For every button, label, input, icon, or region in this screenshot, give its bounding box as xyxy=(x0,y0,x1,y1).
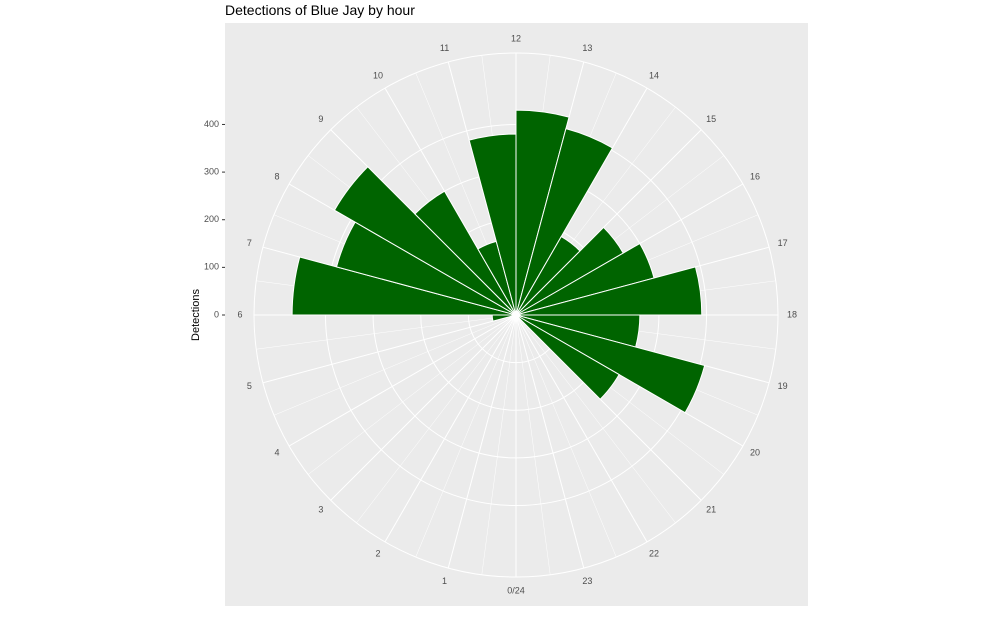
minor-spoke-4 xyxy=(273,314,517,416)
hour-label-21: 21 xyxy=(706,505,716,515)
minor-spoke-5 xyxy=(256,314,517,350)
chart-title: Detections of Blue Jay by hour xyxy=(225,2,415,18)
hour-label-4: 4 xyxy=(274,447,279,457)
hour-label-2: 2 xyxy=(375,548,380,558)
major-spoke-4 xyxy=(288,314,517,447)
major-spoke-23 xyxy=(515,314,585,569)
hour-label-20: 20 xyxy=(750,447,760,457)
minor-spoke-1 xyxy=(415,314,517,558)
hour-label-19: 19 xyxy=(778,381,788,391)
bar-hour-19 xyxy=(515,314,706,414)
hour-label-12: 12 xyxy=(511,33,521,43)
major-spoke-2 xyxy=(384,314,517,543)
hour-label-0: 0/24 xyxy=(507,585,525,595)
bar-hour-20 xyxy=(515,314,620,400)
hour-label-11: 11 xyxy=(440,43,449,53)
hour-label-1: 1 xyxy=(442,576,447,586)
radial-tick-label-2: 200 xyxy=(204,214,219,224)
minor-spoke-3 xyxy=(307,314,517,475)
major-spoke-5 xyxy=(262,314,517,384)
hour-label-5: 5 xyxy=(247,381,252,391)
hour-label-8: 8 xyxy=(274,171,279,181)
minor-spoke-2 xyxy=(356,314,517,524)
bars-layer xyxy=(291,109,706,414)
hour-label-17: 17 xyxy=(778,238,788,248)
bar-hour-8 xyxy=(333,166,517,316)
radial-axis: 0 100 200 300 400 xyxy=(204,119,225,319)
hour-label-22: 22 xyxy=(649,548,659,558)
hour-label-16: 16 xyxy=(750,171,760,181)
hour-label-10: 10 xyxy=(373,70,383,80)
minor-spoke-0 xyxy=(481,314,517,575)
radial-tick-label-4: 400 xyxy=(204,119,219,129)
bar-hour-9 xyxy=(414,190,517,316)
major-spoke-1 xyxy=(447,314,517,569)
radial-tick-label-0: 0 xyxy=(214,309,219,319)
minor-spoke-21 xyxy=(515,314,676,524)
minor-spoke-23 xyxy=(515,314,551,575)
radial-tick-label-1: 100 xyxy=(204,262,219,272)
hour-label-13: 13 xyxy=(582,43,592,53)
hour-label-15: 15 xyxy=(706,114,716,124)
hour-label-14: 14 xyxy=(649,70,659,80)
major-spoke-3 xyxy=(330,314,517,501)
bar-hour-13 xyxy=(515,128,614,316)
hour-label-9: 9 xyxy=(318,114,323,124)
hour-label-6: 6 xyxy=(237,309,242,319)
hour-label-3: 3 xyxy=(318,505,323,515)
hour-tick-labels: 0/24123456789101112131415161718192021222… xyxy=(237,33,797,595)
hour-label-23: 23 xyxy=(582,576,592,586)
hour-label-18: 18 xyxy=(787,309,797,319)
radial-tick-label-3: 300 xyxy=(204,166,219,176)
bar-hour-17 xyxy=(515,266,703,316)
hour-label-7: 7 xyxy=(247,238,252,248)
minor-spoke-22 xyxy=(515,314,617,558)
major-spoke-22 xyxy=(515,314,648,543)
